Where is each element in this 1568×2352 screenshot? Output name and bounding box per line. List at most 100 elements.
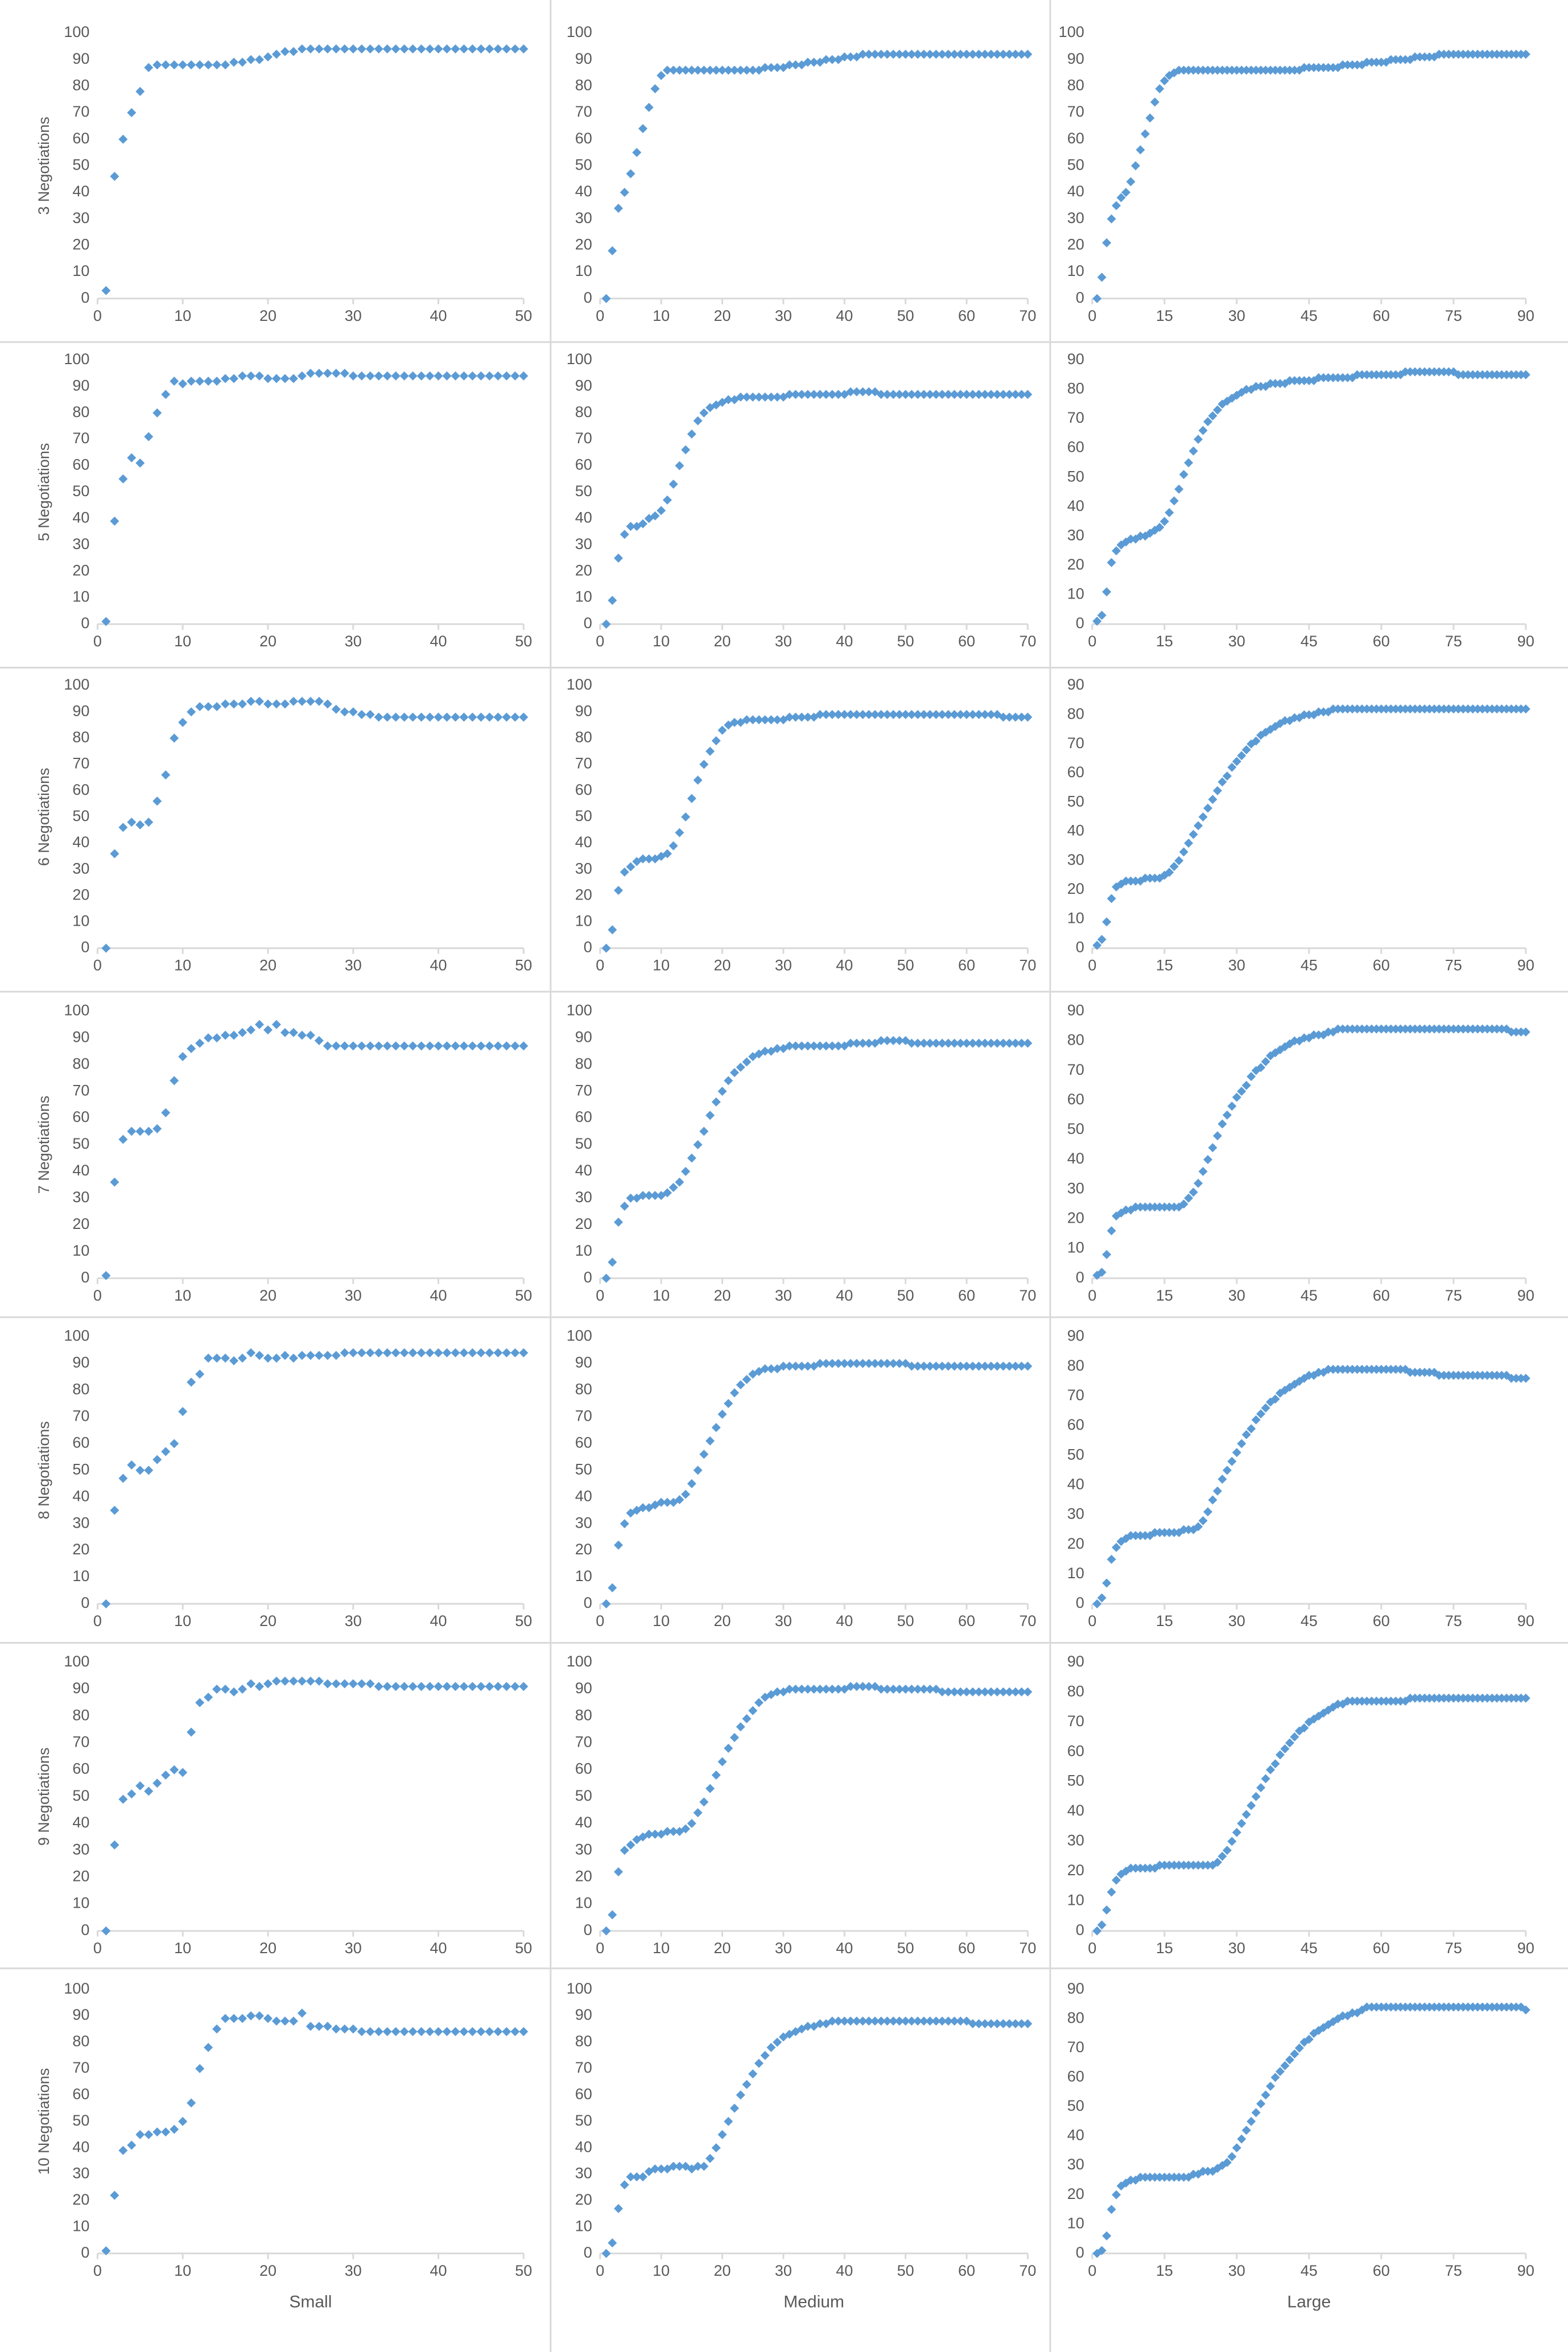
point	[1092, 1599, 1102, 1608]
point	[742, 1375, 752, 1384]
point	[1483, 1371, 1492, 1380]
point	[391, 1348, 401, 1357]
point	[1425, 2002, 1434, 2012]
point	[135, 86, 145, 96]
point	[493, 1348, 503, 1357]
point	[1492, 704, 1502, 714]
point	[399, 1041, 409, 1051]
point	[986, 1038, 996, 1048]
point	[135, 1127, 145, 1136]
point	[204, 1354, 213, 1363]
point	[340, 369, 349, 378]
point	[742, 1714, 752, 1723]
point	[195, 1698, 205, 1707]
point	[858, 1359, 868, 1368]
y-tick-label: 10	[72, 2217, 89, 2234]
x-tick-label: 90	[1517, 1612, 1534, 1629]
point	[297, 2008, 307, 2018]
y-tick-label: 10	[1067, 909, 1084, 926]
point	[1290, 1732, 1299, 1742]
x-tick-label: 0	[596, 957, 604, 974]
point	[1314, 707, 1323, 717]
point	[1174, 1860, 1184, 1870]
point	[675, 461, 684, 471]
point	[1415, 1368, 1425, 1377]
point	[1372, 704, 1381, 714]
point	[238, 2013, 247, 2023]
point	[1352, 704, 1362, 714]
x-tick-label: 20	[714, 633, 731, 650]
point	[882, 1035, 892, 1045]
point	[1507, 1027, 1516, 1037]
point	[1203, 1507, 1212, 1517]
point	[974, 1038, 984, 1048]
point	[1381, 370, 1391, 379]
point	[161, 60, 171, 70]
point	[263, 374, 273, 383]
x-tick-label: 0	[596, 633, 604, 650]
point	[135, 1466, 145, 1475]
point	[1347, 704, 1357, 714]
point	[1198, 1860, 1208, 1870]
x-tick-label: 50	[515, 2262, 532, 2279]
point	[1521, 2005, 1530, 2015]
point	[662, 849, 672, 859]
point	[1184, 1525, 1194, 1534]
point	[1357, 1024, 1367, 1034]
point	[288, 696, 298, 706]
point	[314, 44, 324, 54]
point	[1357, 1696, 1367, 1706]
point	[1483, 1693, 1492, 1703]
point	[699, 760, 709, 769]
point	[1367, 57, 1376, 67]
point	[1473, 1371, 1483, 1380]
point	[736, 65, 745, 75]
y-tick-label: 70	[575, 103, 592, 120]
point	[1169, 2172, 1179, 2182]
x-tick-label: 20	[714, 957, 731, 974]
point	[1439, 2002, 1449, 2012]
point	[1222, 1110, 1232, 1120]
point	[894, 709, 904, 719]
y-tick-label: 0	[1076, 1594, 1084, 1611]
point	[399, 44, 409, 54]
point	[1270, 379, 1280, 389]
point	[246, 2011, 256, 2021]
y-tick-label: 70	[1067, 409, 1084, 426]
point	[852, 1682, 861, 1691]
point	[962, 709, 971, 719]
point	[1237, 2134, 1247, 2144]
point	[1198, 1516, 1208, 1525]
point	[451, 44, 460, 54]
point	[760, 1364, 770, 1373]
point	[913, 1684, 923, 1694]
point	[956, 2016, 965, 2026]
x-tick-label: 15	[1156, 633, 1173, 650]
point	[238, 699, 247, 709]
point	[1222, 65, 1232, 75]
point	[687, 1819, 696, 1829]
point	[827, 709, 837, 719]
y-tick-label: 10	[72, 1567, 89, 1584]
point	[468, 1348, 477, 1357]
x-tick-label: 30	[775, 2262, 792, 2279]
point	[238, 57, 247, 67]
point	[931, 709, 941, 719]
y-tick-label: 10	[72, 262, 89, 279]
point	[729, 1068, 739, 1078]
point	[785, 60, 794, 70]
point	[451, 1348, 460, 1357]
point	[1241, 1080, 1251, 1090]
point	[681, 1166, 691, 1176]
y-tick-label: 40	[575, 509, 592, 526]
y-tick-label: 70	[72, 755, 89, 772]
point	[451, 1682, 460, 1691]
point	[348, 2024, 358, 2034]
x-tick-label: 40	[836, 633, 853, 650]
point	[1121, 188, 1131, 197]
y-tick-label: 30	[575, 860, 592, 877]
point	[1319, 63, 1328, 72]
point	[101, 286, 111, 295]
point	[1194, 65, 1203, 75]
y-tick-label: 100	[567, 23, 592, 40]
